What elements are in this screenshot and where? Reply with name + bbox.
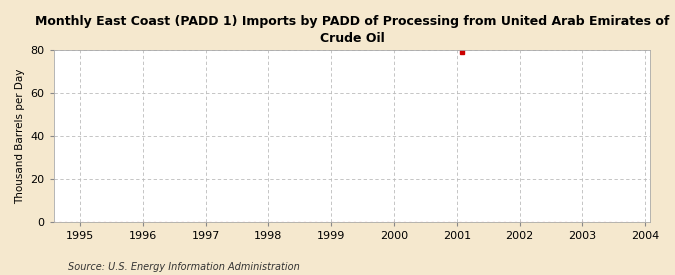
- Text: Source: U.S. Energy Information Administration: Source: U.S. Energy Information Administ…: [68, 262, 299, 272]
- Y-axis label: Thousand Barrels per Day: Thousand Barrels per Day: [15, 68, 25, 204]
- Title: Monthly East Coast (PADD 1) Imports by PADD of Processing from United Arab Emira: Monthly East Coast (PADD 1) Imports by P…: [35, 15, 669, 45]
